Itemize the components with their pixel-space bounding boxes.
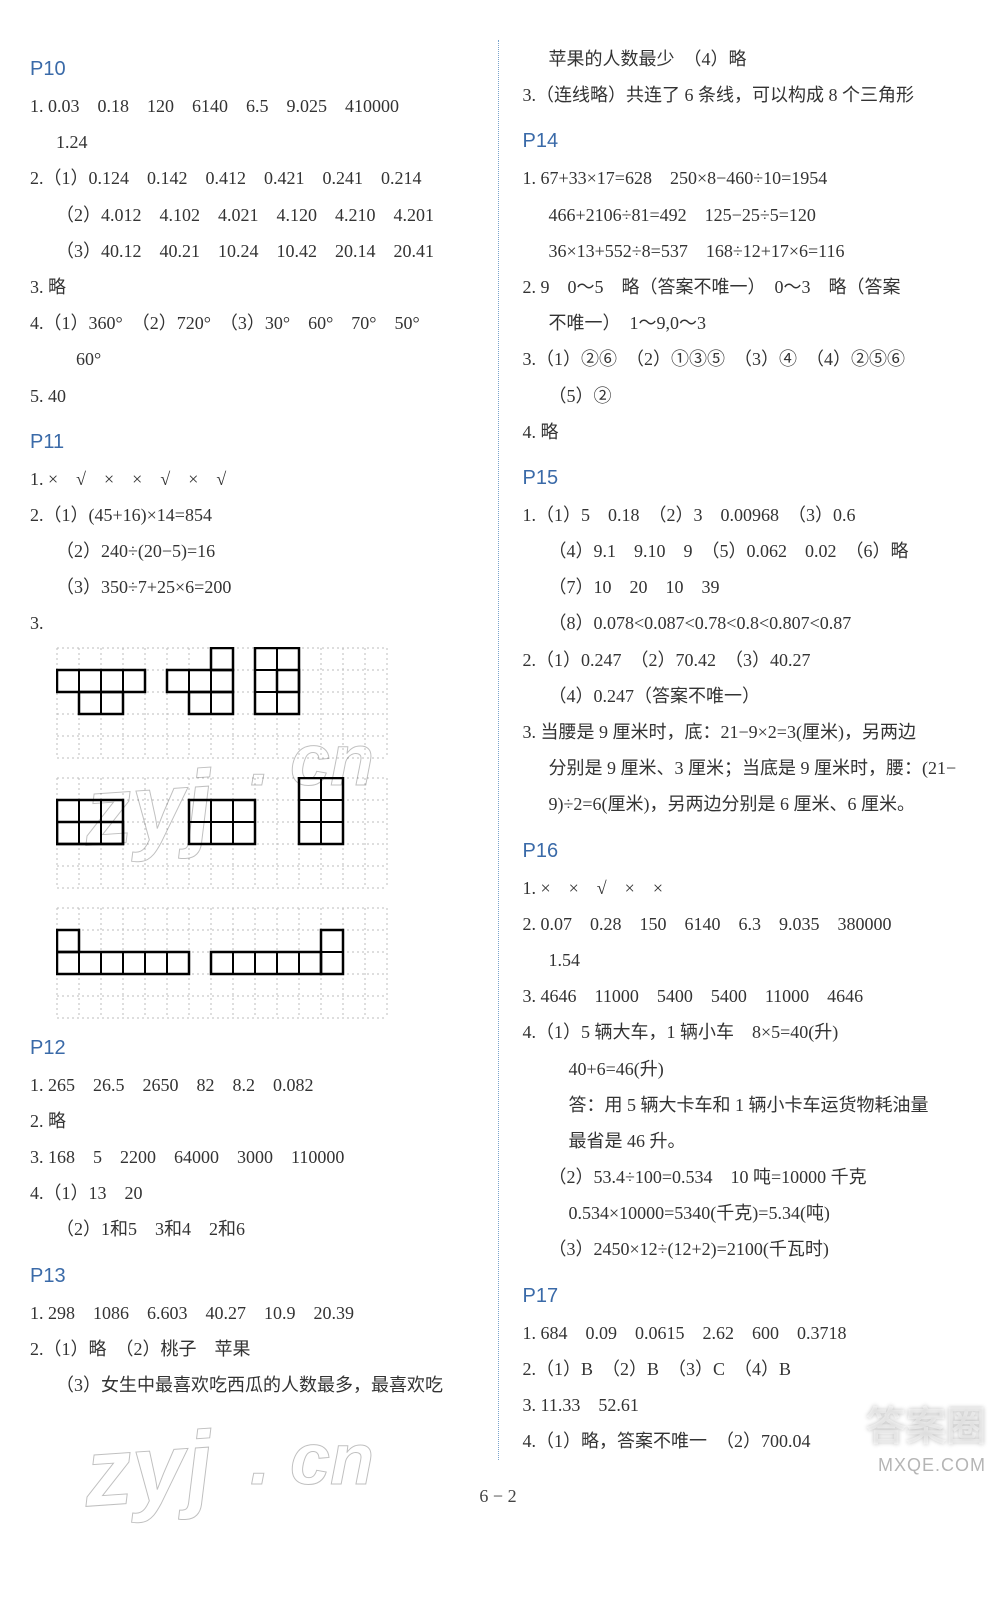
page: P10 1. 0.03 0.18 120 6140 6.5 9.025 4100… [0, 0, 996, 1480]
p15-3b: 分别是 9 厘米、3 厘米；当底是 9 厘米时，腰：(21− [523, 751, 967, 785]
p16-head: P16 [523, 840, 967, 863]
p16-4b: 40+6=46(升) [523, 1052, 967, 1086]
corner-brand: 答案圈 [866, 1394, 986, 1452]
grid-figures [56, 647, 474, 1019]
p13-head: P13 [30, 1265, 474, 1288]
p12-1: 1. 265 26.5 2650 82 8.2 0.082 [30, 1068, 474, 1102]
p15-head: P15 [523, 467, 967, 490]
p11-2a: 2.（1）(45+16)×14=854 [30, 498, 474, 532]
p10-4a: 4.（1）360° （2）720° （3）30° 60° 70° 50° [30, 306, 474, 340]
p11-head: P11 [30, 431, 474, 454]
p13c-2: 3.（连线略）共连了 6 条线，可以构成 8 个三角形 [523, 78, 967, 112]
p10-2b: （2）4.012 4.102 4.021 4.120 4.210 4.201 [30, 198, 474, 232]
p16-4f: 0.534×10000=5340(千克)=5.34(吨) [523, 1196, 967, 1230]
p10-head: P10 [30, 58, 474, 81]
p11-3: 3. [30, 606, 474, 640]
p15-3a: 3. 当腰是 9 厘米时，底：21−9×2=3(厘米)，另两边 [523, 715, 967, 749]
p12-4a: 4.（1）13 20 [30, 1176, 474, 1210]
p14-3a: 3.（1）②⑥ （2）①③⑤ （3）④ （4）②⑤⑥ [523, 342, 967, 376]
p15-1c: （7）10 20 10 39 [523, 570, 967, 604]
p10-1: 1. 0.03 0.18 120 6140 6.5 9.025 410000 [30, 89, 474, 123]
p16-4c: 答：用 5 辆大卡车和 1 辆小卡车运货物耗油量 [523, 1088, 967, 1122]
p13-2a: 2.（1）略 （2）桃子 苹果 [30, 1332, 474, 1366]
p13-1: 1. 298 1086 6.603 40.27 10.9 20.39 [30, 1296, 474, 1330]
p12-2: 2. 略 [30, 1104, 474, 1138]
p15-3c: 9)÷2=6(厘米)，另两边分别是 6 厘米、6 厘米。 [523, 787, 967, 821]
p11-2c: （3）350÷7+25×6=200 [30, 570, 474, 604]
grid-figure-3 [56, 907, 388, 1019]
p12-head: P12 [30, 1037, 474, 1060]
p13-2b: （3）女生中最喜欢吃西瓜的人数最多，最喜欢吃 [30, 1368, 474, 1402]
p17-1: 1. 684 0.09 0.0615 2.62 600 0.3718 [523, 1316, 967, 1350]
p11-2b: （2）240÷(20−5)=16 [30, 534, 474, 568]
p14-1b: 466+2106÷81=492 125−25÷5=120 [523, 198, 967, 232]
right-column: 苹果的人数最少 （4）略 3.（连线略）共连了 6 条线，可以构成 8 个三角形… [523, 40, 967, 1460]
p14-2a: 2. 9 0～5 略（答案不唯一） 0～3 略（答案 [523, 270, 967, 304]
p16-2a: 2. 0.07 0.28 150 6140 6.3 9.035 380000 [523, 907, 967, 941]
p11-1: 1. × √ × × √ × √ [30, 462, 474, 496]
column-divider [498, 40, 499, 1460]
p16-4e: （2）53.4÷100=0.534 10 吨=10000 千克 [523, 1160, 967, 1194]
p15-1d: （8）0.078<0.087<0.78<0.8<0.807<0.87 [523, 606, 967, 640]
page-footer: 6 − 2 [0, 1480, 996, 1519]
grid-figure-1 [56, 647, 388, 759]
p14-2b: 不唯一） 1～9,0～3 [523, 306, 967, 340]
p10-1b: 1.24 [30, 125, 474, 159]
p16-4g: （3）2450×12÷(12+2)=2100(千瓦时) [523, 1232, 967, 1266]
p15-2b: （4）0.247（答案不唯一） [523, 679, 967, 713]
p13c-1: 苹果的人数最少 （4）略 [523, 42, 967, 76]
p14-4: 4. 略 [523, 415, 967, 449]
p10-2c: （3）40.12 40.21 10.24 10.42 20.14 20.41 [30, 234, 474, 268]
p10-4b: 60° [30, 342, 474, 376]
p16-3: 3. 4646 11000 5400 5400 11000 4646 [523, 979, 967, 1013]
p12-3: 3. 168 5 2200 64000 3000 110000 [30, 1140, 474, 1174]
p14-1a: 1. 67+33×17=628 250×8−460÷10=1954 [523, 161, 967, 195]
p17-2: 2.（1）B （2）B （3）C （4）B [523, 1352, 967, 1386]
p16-1: 1. × × √ × × [523, 871, 967, 905]
p10-2a: 2.（1）0.124 0.142 0.412 0.421 0.241 0.214 [30, 161, 474, 195]
grid-figure-2 [56, 777, 388, 889]
p16-2b: 1.54 [523, 943, 967, 977]
p10-5: 5. 40 [30, 379, 474, 413]
p17-head: P17 [523, 1285, 967, 1308]
p15-1a: 1.（1）5 0.18 （2）3 0.00968 （3）0.6 [523, 498, 967, 532]
p14-3b: （5）② [523, 379, 967, 413]
corner-url: MXQE.COM [878, 1455, 986, 1476]
p14-1c: 36×13+552÷8=537 168÷12+17×6=116 [523, 234, 967, 268]
p15-1b: （4）9.1 9.10 9 （5）0.062 0.02 （6）略 [523, 534, 967, 568]
p12-4b: （2）1和5 3和4 2和6 [30, 1212, 474, 1246]
p16-4a: 4.（1）5 辆大车，1 辆小车 8×5=40(升) [523, 1015, 967, 1049]
p10-3: 3. 略 [30, 270, 474, 304]
p14-head: P14 [523, 130, 967, 153]
p15-2a: 2.（1）0.247 （2）70.42 （3）40.27 [523, 643, 967, 677]
left-column: P10 1. 0.03 0.18 120 6140 6.5 9.025 4100… [30, 40, 474, 1460]
p16-4d: 最省是 46 升。 [523, 1124, 967, 1158]
